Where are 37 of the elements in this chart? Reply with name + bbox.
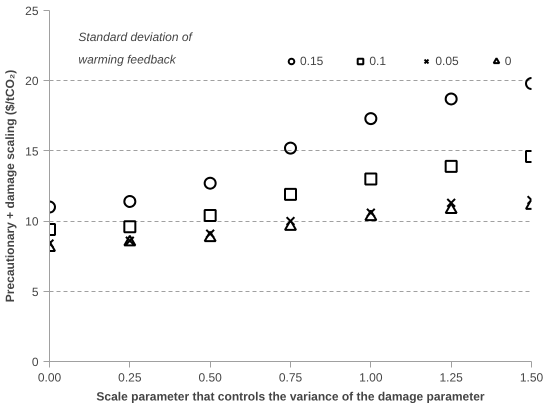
y-axis-title: Precautionary + damage scaling ($/tCO₂) [3,70,18,302]
point [366,208,376,218]
legend-label: 0.1 [369,54,388,68]
point [123,220,136,234]
point [284,188,297,201]
x-tick-label: 1.50 [520,370,544,384]
point [364,112,378,126]
point [123,194,136,208]
x-axis-title: Scale parameter that controls the variance of the damage parameter [96,390,485,404]
x-tick-label: 0.50 [198,370,222,384]
x-tick-label: 0.75 [278,370,303,384]
legend-label: 0 [504,54,512,68]
y-tick-label: 10 [25,214,39,229]
point [205,228,216,239]
point [446,198,456,208]
legend-title: Standard deviation of warming feedback [78,30,194,67]
y-tick-label: 0 [32,355,39,369]
y-tick-label: 5 [32,284,39,299]
point [284,142,297,155]
point [444,202,458,214]
x-tick-label: 0.00 [38,370,62,384]
x-tick-label: 1.25 [439,370,464,384]
point [364,172,378,186]
y-tick-label: 15 [25,144,39,158]
y-tick-label: 25 [25,4,39,18]
y-tick-label: 20 [25,74,39,88]
x-tick-label: 0.25 [118,370,142,384]
point [204,230,217,242]
point [204,176,217,190]
x-tick-label: 1.00 [359,370,383,384]
point [444,92,458,106]
point [204,208,217,222]
point [364,210,378,222]
point [286,216,296,226]
point [444,160,458,173]
legend-label: 0.15 [300,54,324,68]
legend-label: 0.05 [435,54,459,68]
